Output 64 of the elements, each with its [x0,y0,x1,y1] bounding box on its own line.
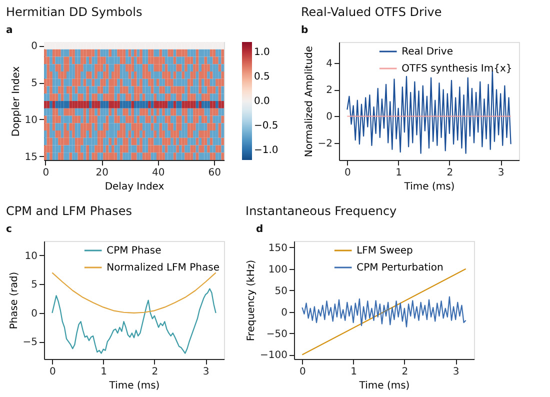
x-tick-label: 1 [396,168,402,178]
color-bar-label: −1.0 [254,145,278,156]
y-tick-label: 10 [24,250,38,262]
y-tick-label: 15 [24,152,38,163]
y-tick-label: 0 [31,308,38,320]
text: b [301,25,308,36]
legend-label: OTFS synthesis Im{x} [402,64,512,74]
chart-title: Instantaneous Frequency [246,204,397,218]
x-tick-label: 1 [100,366,108,378]
legend-label: Real Drive [402,46,454,58]
y-axis-title: Frequency (kHz) [246,260,258,342]
x-tick-label: 2 [152,366,158,378]
x-tick-label: 60 [208,168,222,178]
y-tick-label: 0 [31,41,38,52]
text: c [6,224,12,235]
x-tick-label: 0 [299,366,306,378]
x-tick-label: 0 [344,168,351,178]
legend-label: CPM Phase [106,246,162,256]
y-tick-label: 100 [268,264,288,276]
y-tick-label: −100 [260,350,288,362]
color-bar-label: 1.0 [254,46,270,58]
y-tick-label: −5 [22,337,38,348]
y-tick-label: −2 [318,138,332,150]
y-axis-title: Doppler Index [10,66,22,137]
text: a [6,25,13,36]
y-tick-label: 10 [24,114,38,126]
color-bar-label: 0.0 [254,96,270,107]
color-bar-label: 0.5 [254,71,270,82]
x-tick-label: 20 [96,168,109,178]
y-tick-label: 2 [326,85,332,96]
x-tick-label: 1 [350,366,358,378]
color-bar-label: −0.5 [254,120,278,132]
legend-label: Normalized LFM Phase [106,262,220,274]
x-axis-title: Delay Index [104,182,164,192]
x-tick-label: 0 [49,366,56,378]
legend-label: CPM Perturbation [356,262,444,274]
y-tick-label: 0 [281,307,288,318]
y-tick-label: 5 [31,280,38,291]
chart-title: Hermitian DD Symbols [6,5,142,19]
y-tick-label: 4 [326,58,332,70]
x-axis-title: Time (ms) [108,380,160,392]
y-tick-label: 150 [268,242,288,254]
y-axis-title: Phase (rad) [8,272,20,330]
x-tick-label: 2 [446,168,454,178]
legend-label: LFM Sweep [356,246,413,256]
chart-title: Real-Valued OTFS Drive [301,5,442,19]
x-tick-label: 0 [42,168,50,178]
chart-title: CPM and LFM Phases [6,204,132,218]
y-tick-label: 50 [274,286,288,297]
x-tick-label: 3 [202,366,210,378]
x-axis-title: Time (ms) [358,380,410,392]
x-tick-label: 3 [498,168,504,178]
line-series [52,288,216,354]
y-axis-title: Normalized Amplitude [304,46,315,158]
text: d [256,224,264,235]
y-tick-label: 5 [31,78,38,90]
line-series [302,296,466,328]
y-tick-label: 0 [326,112,332,123]
x-tick-label: 2 [402,366,408,378]
x-axis-title: Time (ms) [403,182,455,192]
y-tick-label: −50 [266,328,288,340]
x-tick-label: 40 [152,168,165,178]
line-series [52,272,216,314]
x-tick-label: 3 [452,366,460,378]
